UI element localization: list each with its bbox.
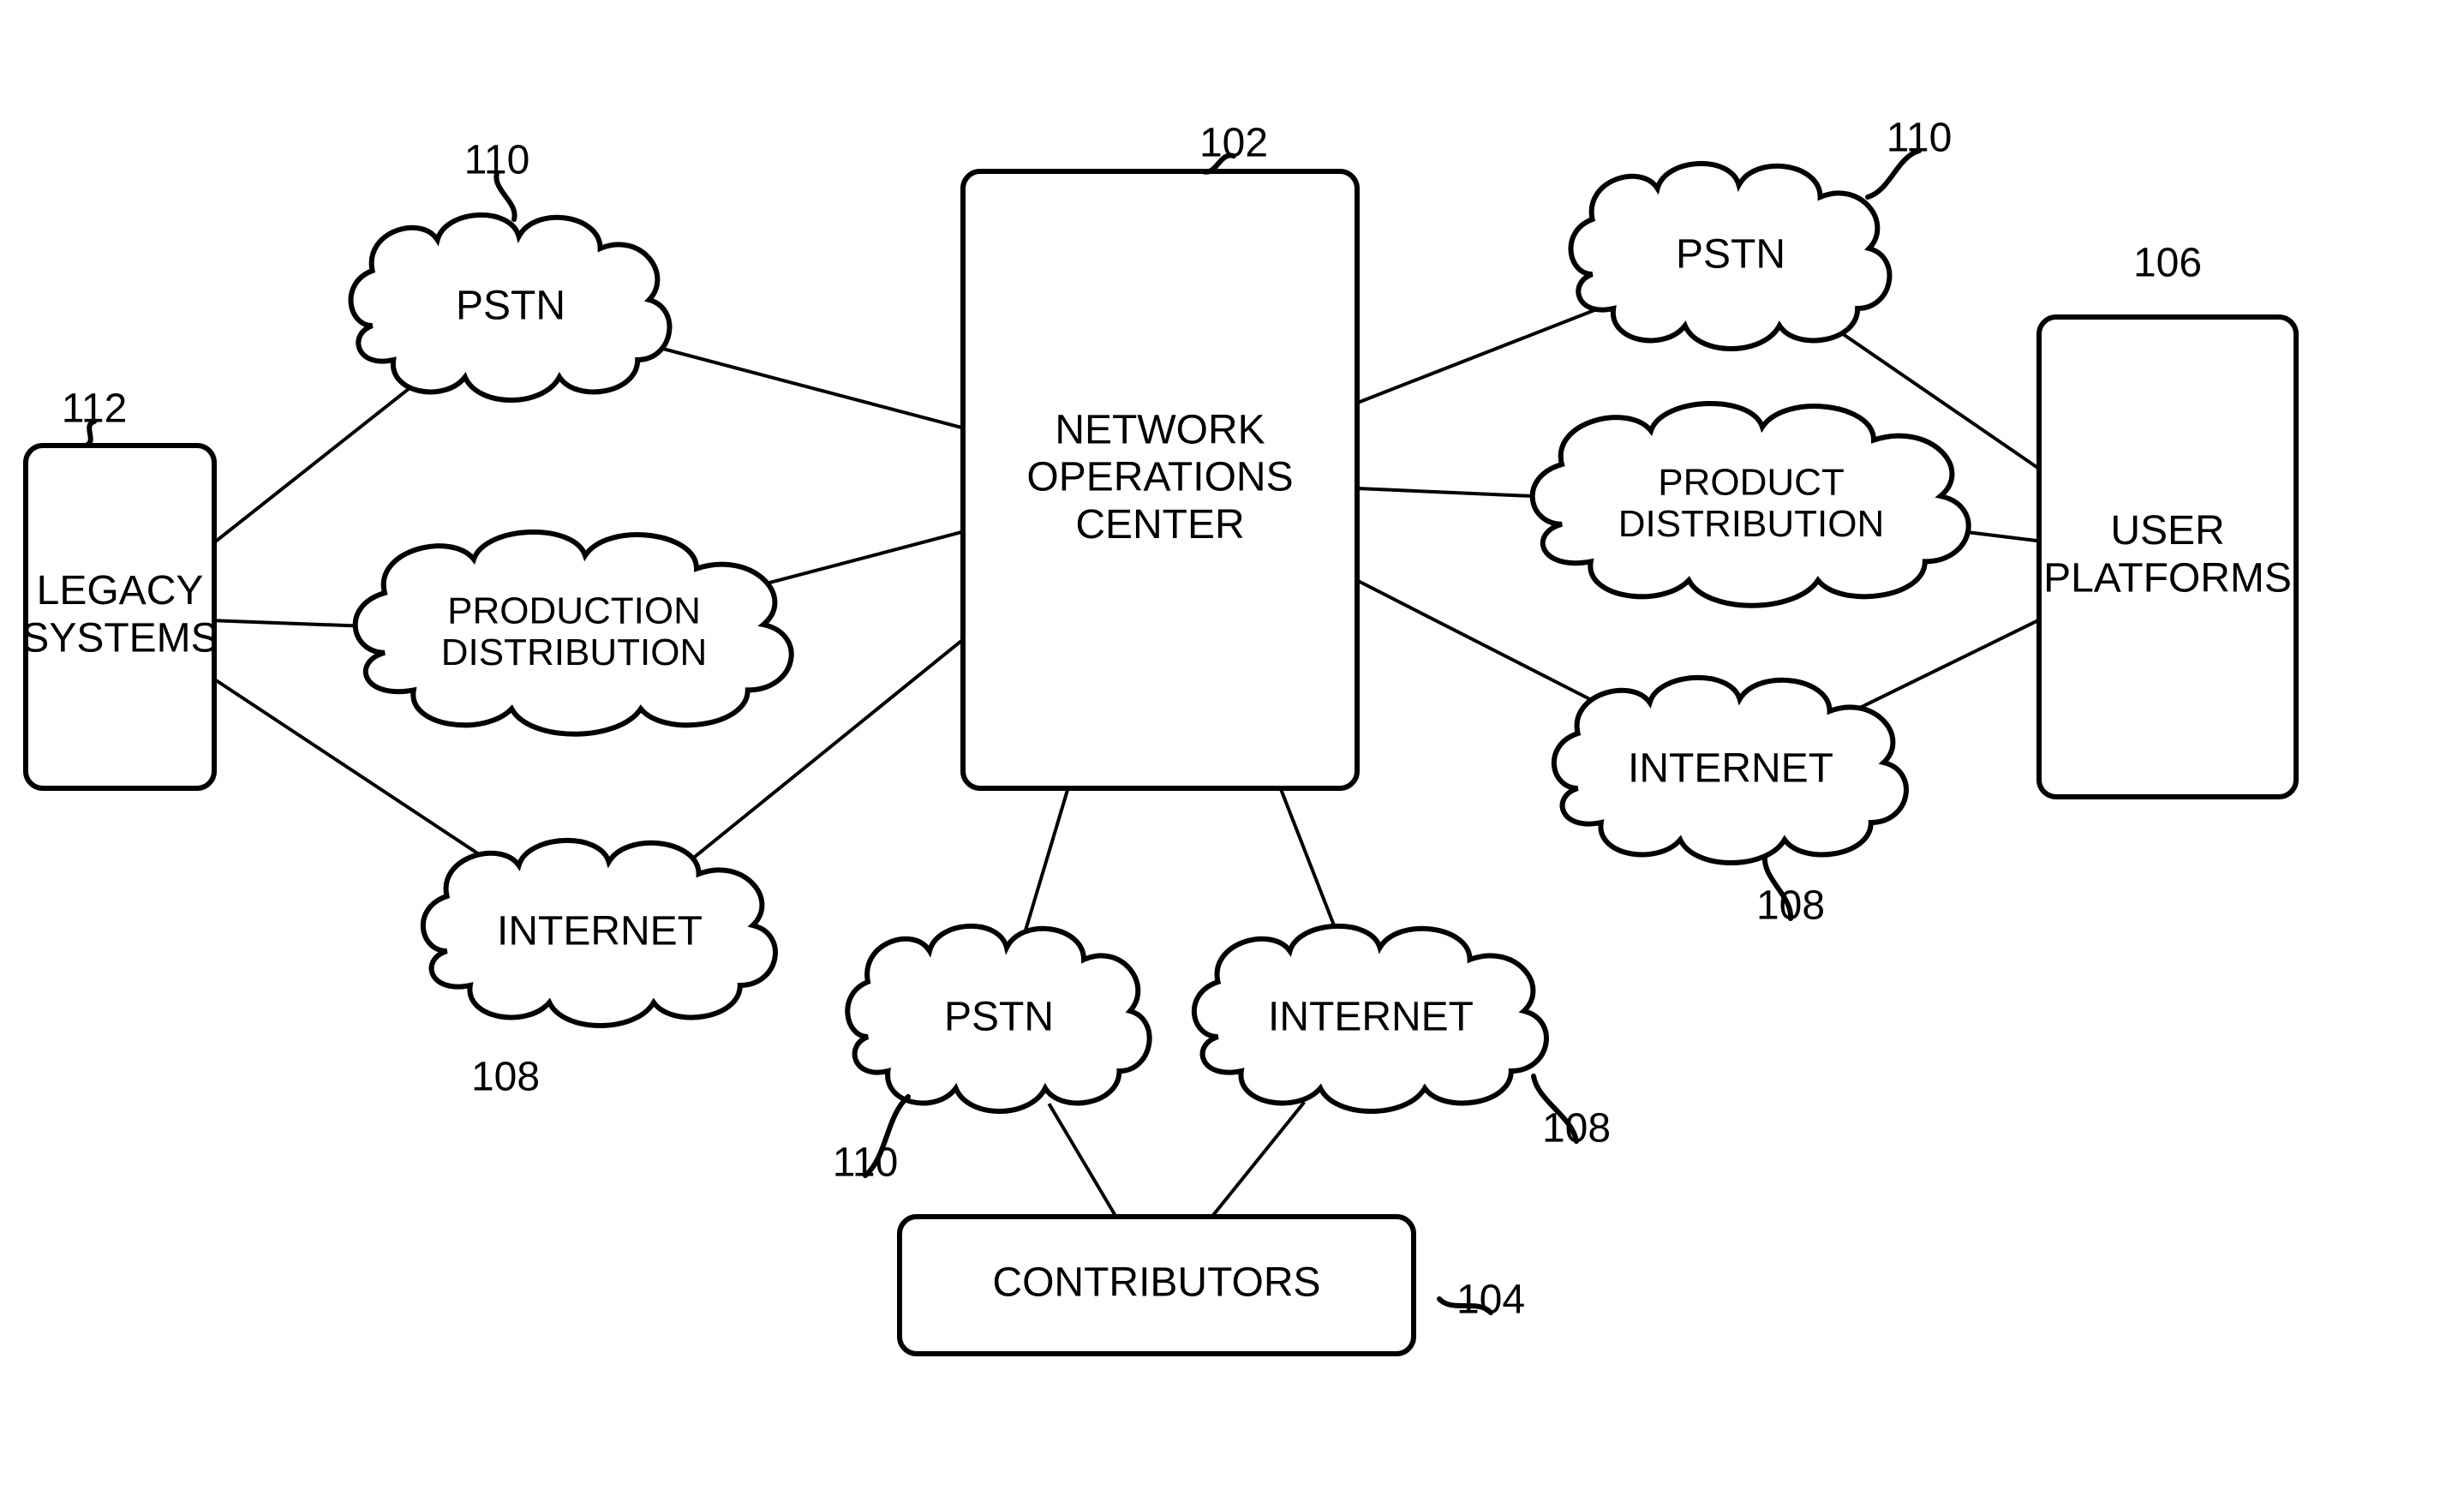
ref-102-2: 102 bbox=[1199, 121, 1268, 172]
node-userplat: USERPLATFORMS bbox=[2039, 317, 2296, 797]
node-legacy-label-1: SYSTEMS bbox=[21, 615, 218, 661]
ref-label: 110 bbox=[464, 138, 530, 183]
node-internet_r-label-0: INTERNET bbox=[1628, 746, 1833, 792]
node-legacy-label-0: LEGACY bbox=[37, 568, 204, 613]
nodes-layer: LEGACYSYSTEMS NETWORKOPERATIONSCENTER USER… bbox=[21, 164, 2296, 1354]
edge-proddist_l-noc bbox=[758, 532, 963, 586]
ref-label: 108 bbox=[1756, 883, 1825, 929]
edge-legacy-pstn_l bbox=[214, 380, 419, 542]
node-noc: NETWORKOPERATIONSCENTER bbox=[963, 171, 1357, 788]
node-proddist_l-label-0: PRODUCTION bbox=[447, 589, 701, 631]
ref-label: 112 bbox=[62, 386, 128, 432]
node-pstn_r-label-0: PSTN bbox=[1676, 232, 1785, 278]
node-internet_l-label-0: INTERNET bbox=[497, 909, 703, 954]
edge-noc-proddist_r bbox=[1357, 488, 1540, 496]
ref-106-4: 106 bbox=[2133, 241, 2202, 286]
node-noc-label-1: OPERATIONS bbox=[1026, 455, 1293, 500]
ref-104-9: 104 bbox=[1439, 1278, 1525, 1323]
edge-noc-pstn_b bbox=[1026, 788, 1068, 931]
node-pstn_r: PSTN bbox=[1571, 164, 1890, 349]
node-pstn_l: PSTN bbox=[351, 215, 670, 400]
ref-label: 104 bbox=[1456, 1278, 1525, 1323]
node-proddist_r-label-0: PRODUCT bbox=[1658, 461, 1845, 503]
ref-label: 106 bbox=[2133, 241, 2202, 286]
ref-112-0: 112 bbox=[62, 386, 128, 446]
ref-108-6: 108 bbox=[471, 1055, 540, 1100]
ref-label: 108 bbox=[471, 1055, 540, 1100]
ref-label: 110 bbox=[1887, 116, 1953, 161]
node-internet_l: INTERNET bbox=[423, 841, 775, 1026]
edge-pstn_l-noc bbox=[651, 345, 963, 428]
node-noc-label-2: CENTER bbox=[1075, 502, 1244, 548]
node-proddist_l: PRODUCTIONDISTRIBUTION bbox=[356, 532, 792, 734]
node-pstn_b: PSTN bbox=[847, 926, 1149, 1111]
ref-label: 102 bbox=[1199, 121, 1268, 166]
node-contrib: CONTRIBUTORS bbox=[900, 1217, 1414, 1354]
node-internet_r: INTERNET bbox=[1554, 678, 1906, 863]
ref-110-8: 110 bbox=[833, 1097, 908, 1186]
ref-108-7: 108 bbox=[1534, 1076, 1611, 1152]
node-proddist_r-label-1: DISTRIBUTION bbox=[1618, 503, 1884, 545]
node-pstn_b-label-0: PSTN bbox=[944, 995, 1054, 1040]
edge-noc-internet_b bbox=[1281, 788, 1337, 932]
ref-label: 110 bbox=[833, 1140, 899, 1186]
node-legacy: LEGACYSYSTEMS bbox=[21, 446, 218, 788]
node-noc-label-0: NETWORK bbox=[1055, 407, 1265, 452]
edge-noc-pstn_r bbox=[1357, 307, 1602, 403]
edge-pstn_b-contrib bbox=[1049, 1104, 1115, 1217]
edge-internet_r-userplat bbox=[1856, 620, 2039, 710]
edge-internet_b-contrib bbox=[1212, 1102, 1305, 1217]
ref-110-3: 110 bbox=[1868, 116, 1952, 197]
ref-108-5: 108 bbox=[1756, 857, 1825, 929]
edge-legacy-proddist_l bbox=[214, 620, 363, 626]
node-contrib-label-0: CONTRIBUTORS bbox=[992, 1260, 1320, 1306]
node-userplat-label-0: USER bbox=[2110, 508, 2224, 554]
node-proddist_r: PRODUCTDISTRIBUTION bbox=[1533, 404, 1969, 606]
ref-110-1: 110 bbox=[464, 138, 530, 219]
node-internet_b: INTERNET bbox=[1194, 926, 1546, 1111]
node-userplat-label-1: PLATFORMS bbox=[2043, 555, 2292, 601]
node-pstn_l-label-0: PSTN bbox=[456, 284, 565, 329]
node-proddist_l-label-1: DISTRIBUTION bbox=[441, 631, 707, 673]
ref-label: 108 bbox=[1542, 1106, 1611, 1152]
edge-noc-internet_r bbox=[1357, 580, 1608, 709]
node-internet_b-label-0: INTERNET bbox=[1268, 995, 1474, 1040]
diagram-root: LEGACYSYSTEMS NETWORKOPERATIONSCENTER USER… bbox=[0, 0, 2464, 1496]
